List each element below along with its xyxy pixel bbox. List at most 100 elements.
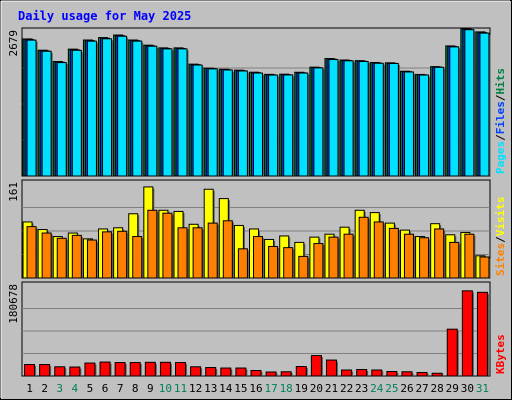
x-label-28: 28 [431,382,444,395]
x-label-3: 3 [56,382,63,395]
bar-sites-15: Sites 15: 50 [237,248,248,279]
bar-sites-26: Sites 26: 75 [403,233,414,279]
bar-pages-27: Pages 27: 1878 [419,74,430,177]
bar-kbytes-23: KBytes 23: 13000 [356,369,368,377]
bar-pages-28: Pages 28: 2022 [434,66,445,177]
bar-sites-17: Sites 17: 54 [268,245,279,279]
bar-kbytes-13: KBytes 13: 17000 [205,367,217,377]
legend-hits: Hits [494,68,507,95]
bar-sites-4: Sites 4: 73 [71,234,82,279]
bar-pages-18: Pages 18: 1880 [283,74,294,177]
bar-pages-2: Pages 2: 2320 [41,50,52,177]
bar-kbytes-15: KBytes 15: 16000 [235,367,247,377]
x-label-25: 25 [385,382,398,395]
bar-kbytes-11: KBytes 11: 27000 [175,362,187,377]
x-label-22: 22 [340,382,353,395]
x-label-23: 23 [355,382,368,395]
panel-max-label: 2679 [7,30,20,57]
x-label-29: 29 [446,382,459,395]
bar-sites-5: Sites 5: 65 [86,239,97,279]
bar-sites-28: Sites 28: 84 [434,228,445,279]
panel-visits-sites: Visits 1: 96Sites 1: 88Visits 2: 83Sites… [7,179,507,279]
x-label-10: 10 [159,382,172,395]
panel-frame [21,281,491,377]
bar-sites-27: Sites 27: 69 [419,237,430,279]
bar-kbytes-31: KBytes 31: 168000 [476,291,488,377]
bar-pages-8: Pages 8: 2509 [132,40,143,177]
legend-separator: / [494,94,507,101]
bar-kbytes-24: KBytes 24: 12000 [371,369,383,377]
legend-files: Files [494,101,507,134]
bar-sites-29: Sites 29: 61 [449,241,460,279]
legend-sites: Sites [494,243,507,276]
x-label-15: 15 [234,382,247,395]
bar-sites-7: Sites 7: 80 [117,230,128,279]
panel-hits-files-pages: Hits 1: 2550Files 1: 2536Pages 1: 2527Hi… [7,27,507,177]
bar-kbytes-17: KBytes 17: 8000 [265,371,277,377]
bar-sites-19: Sites 19: 37 [298,255,309,279]
bar-sites-24: Sites 24: 96 [373,221,384,279]
legend-separator: / [494,134,507,141]
x-label-7: 7 [117,382,124,395]
bar-pages-16: Pages 16: 1915 [253,72,263,177]
bar-sites-22: Sites 22: 75 [343,233,354,279]
bar-pages-19: Pages 19: 1915 [298,72,309,177]
bar-kbytes-16: KBytes 16: 11000 [250,370,262,377]
bar-sites-2: Sites 2: 77 [41,232,52,279]
x-label-20: 20 [310,382,323,395]
bar-pages-21: Pages 21: 2167 [328,59,339,177]
bar-sites-16: Sites 16: 71 [253,236,263,279]
bar-pages-7: Pages 7: 2600 [117,35,128,177]
bar-kbytes-29: KBytes 29: 94000 [446,328,458,377]
bar-pages-14: Pages 14: 1972 [222,69,233,177]
bar-pages-20: Pages 20: 2011 [313,67,324,177]
bar-sites-8: Sites 8: 71 [132,236,143,279]
bar-kbytes-18: KBytes 18: 8500 [280,371,292,377]
bar-pages-9: Pages 9: 2414 [147,45,158,177]
x-label-13: 13 [204,382,217,395]
bar-kbytes-5: KBytes 5: 26000 [84,362,96,377]
bar-kbytes-30: KBytes 30: 171000 [461,290,473,377]
bar-pages-24: Pages 24: 2097 [373,62,384,177]
bar-sites-31: Sites 31: 36 [479,256,490,279]
bar-sites-13: Sites 13: 94 [207,222,218,279]
bar-pages-6: Pages 6: 2553 [102,38,113,177]
bar-pages-5: Pages 5: 2508 [86,40,97,177]
x-label-21: 21 [325,382,338,395]
bar-sites-11: Sites 11: 86 [177,227,188,279]
panel-legend: KBytes [494,334,507,374]
legend-separator: / [494,236,507,243]
chart-title: Daily usage for May 2025 [18,9,191,23]
bar-pages-4: Pages 4: 2338 [71,49,82,177]
bar-kbytes-10: KBytes 10: 27500 [159,361,171,377]
chart-panels: Hits 1: 2550Files 1: 2536Pages 1: 2527Hi… [7,27,507,377]
bar-kbytes-8: KBytes 8: 27000 [129,362,141,377]
bar-sites-6: Sites 6: 79 [102,231,113,279]
x-label-16: 16 [249,382,262,395]
x-axis-labels: 1 2 3 4 5 6 7 8 9 10 11 12 13 14 15 16 17 18 19 20 21 22 23 24 2… [26,382,489,395]
x-label-18: 18 [280,382,293,395]
bar-kbytes-12: KBytes 12: 18500 [190,366,202,377]
x-label-12: 12 [189,382,202,395]
x-label-27: 27 [415,382,428,395]
bar-sites-30: Sites 30: 75 [464,233,475,279]
x-label-6: 6 [102,382,109,395]
bar-kbytes-22: KBytes 22: 12000 [341,369,353,377]
bar-pages-11: Pages 11: 2365 [177,48,188,177]
x-label-19: 19 [295,382,308,395]
x-label-2: 2 [41,382,48,395]
bar-sites-14: Sites 14: 98 [222,220,233,279]
bar-kbytes-9: KBytes 9: 27500 [144,361,156,377]
bar-pages-3: Pages 3: 2110 [56,62,67,177]
bar-sites-12: Sites 12: 86 [192,227,203,279]
bar-sites-10: Sites 10: 111 [162,212,173,279]
bar-sites-3: Sites 3: 68 [56,237,67,279]
bar-pages-31: Pages 31: 2658 [479,32,490,177]
bar-pages-15: Pages 15: 1954 [237,70,248,177]
panel-kbytes: KBytes 1: 23000KBytes 2: 23000KBytes 3: … [7,281,507,377]
panel-max-label: 180678 [7,284,20,324]
bar-kbytes-27: KBytes 27: 7000 [416,372,428,377]
bar-pages-25: Pages 25: 2093 [388,62,399,177]
